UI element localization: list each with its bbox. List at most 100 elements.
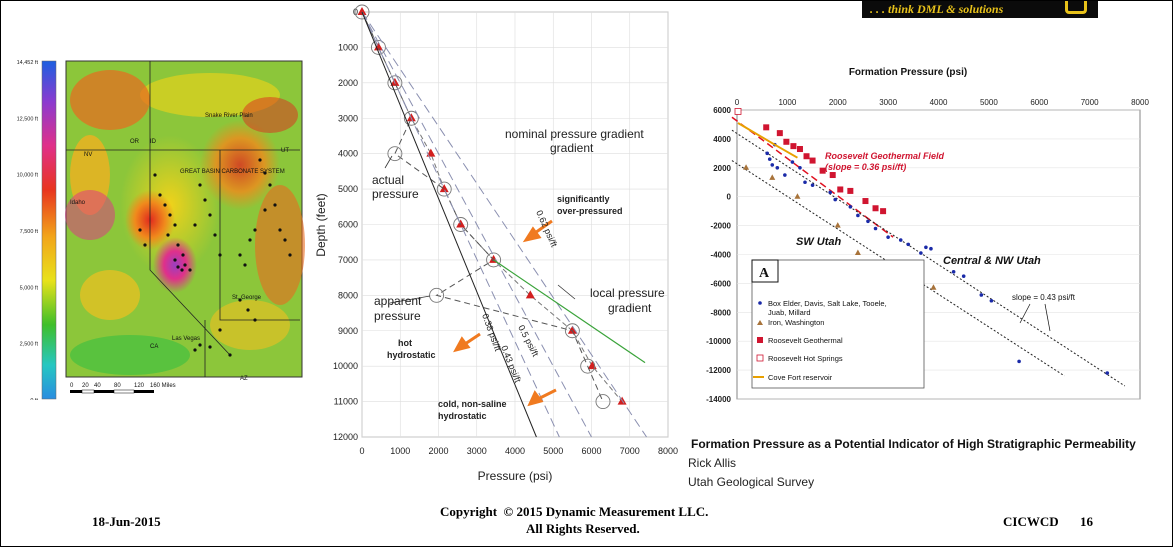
box-elder-point (873, 226, 878, 231)
gradient-line (361, 11, 647, 438)
x-tick-labels: 0 1000 2000 3000 4000 5000 6000 7000 8000 (735, 98, 1150, 107)
box-elder-point (828, 190, 832, 195)
roosevelt-geothermal-point (837, 186, 844, 193)
annotation-nominal-2: gradient (550, 141, 594, 155)
colorbar-label: 10,000 ft (17, 173, 39, 179)
colorbar-label: 12,500 ft (17, 116, 39, 122)
annotation-local-2: gradient (608, 301, 652, 315)
chart-annotations: Roosevelt Geothermal Field (slope = 0.36… (796, 151, 1076, 332)
logo-mark-icon (1065, 0, 1087, 14)
x-tick-label: 0 (359, 446, 364, 456)
map-well-dots (138, 158, 292, 357)
y-tick-labels: 6000 4000 2000 0 -2000 -4000 -6000 -8000 -10000 -… (706, 106, 731, 404)
y-tick-label: 12000 (333, 432, 358, 442)
roosevelt-geothermal-point (829, 172, 836, 179)
footer-date: 18-Jun-2015 (92, 514, 161, 529)
x-tick-label: 6000 (1030, 98, 1048, 107)
apparent-pressure-point (387, 75, 403, 91)
map-scale-label: 160 Miles (150, 383, 176, 389)
map-scale-label: 80 (114, 383, 121, 389)
roosevelt-geothermal-point (847, 187, 854, 194)
iron-washington-point (769, 174, 776, 180)
elevation-map: 14,452 ft 12,500 ft 10,000 ft 7,500 ft 5,000… (17, 60, 305, 400)
x-tick-label: 2000 (829, 98, 847, 107)
y-tick-label: 4000 (713, 135, 731, 144)
y-tick-label: 0 (727, 193, 732, 202)
y-tick-label: -8000 (711, 308, 732, 317)
roosevelt-geothermal-point (790, 143, 797, 150)
y-tick-label: 8000 (338, 290, 358, 300)
company-logo: . . . think DML & solutions (862, 0, 1098, 18)
box-elder-point (848, 205, 853, 209)
box-elder-point (898, 238, 903, 242)
annotation-sw-utah: SW Utah (796, 236, 842, 248)
box-elder-point (886, 235, 890, 239)
annotation-overpressured-1: significantly (557, 194, 610, 204)
footer-copyright-line2: All Rights Reserved. (526, 521, 640, 536)
x-tick-label: 2000 (428, 446, 448, 456)
roosevelt-geothermal-point (763, 124, 770, 131)
roosevelt-geothermal-point (819, 167, 826, 174)
x-tick-label: 5000 (980, 98, 998, 107)
map-region-labels: Snake River Plain OR ID GREAT BASIN CARBONA… (70, 113, 289, 382)
y-tick-label: -6000 (711, 279, 732, 288)
actual-pressure-point (439, 184, 449, 193)
y-tick-label: -14000 (706, 395, 731, 404)
iron-washington-point (834, 222, 841, 228)
caption-title: Formation Pressure as a Potential Indica… (691, 437, 1136, 451)
footer-copyright-line1: Copyright © 2015 Dynamic Measurement LLC… (440, 504, 709, 519)
map-boundaries (66, 61, 300, 377)
annotation-roosevelt-slope: (slope = 0.36 psi/ft) (825, 162, 906, 172)
legend-item-box-elder-1: Box Elder, Davis, Salt Lake, Tooele, (768, 299, 887, 308)
box-elder-point (919, 251, 923, 255)
annotation-hot-1: hot (398, 338, 412, 348)
y-tick-label: 0 (353, 7, 358, 17)
annotation-central-nw-utah: Central & NW Utah (943, 255, 1041, 267)
map-region-label: St. George (232, 295, 262, 301)
iron-washington-point (930, 284, 937, 290)
y-tick-label: 7000 (338, 255, 358, 265)
roosevelt-geothermal-point (880, 208, 887, 215)
y-tick-label: 2000 (338, 78, 358, 88)
map-region-label: UT (281, 148, 289, 154)
map-scale-label: 120 (134, 383, 145, 389)
y-tick-label: 11000 (334, 397, 358, 407)
box-elder-point (856, 213, 860, 218)
annotation-hot-2: hydrostatic (387, 350, 436, 360)
iron-washington-point (854, 249, 861, 256)
y-tick-label: 2000 (713, 164, 731, 173)
box-elder-point (833, 197, 838, 202)
local-gradient-line (493, 259, 646, 364)
logo-tagline: . . . think DML & solutions (870, 2, 1004, 16)
roosevelt-geothermal-point (796, 146, 803, 153)
box-elder-point (783, 173, 787, 177)
y-tick-label: 4000 (338, 149, 358, 159)
actual-pressure-point (567, 325, 577, 334)
box-elder-point (979, 293, 984, 297)
colorbar-label: 0 ft (30, 398, 38, 400)
annotation-local-1: local pressure (590, 286, 665, 300)
x-tick-label: 1000 (778, 98, 796, 107)
annotation-nominal-1: nominal pressure gradient (505, 127, 644, 141)
box-elder-point (924, 245, 928, 250)
legend-item-roosevelt-hot-springs: Roosevelt Hot Springs (768, 354, 843, 363)
map-scale-label: 40 (94, 383, 101, 389)
pressure-depth-chart: 0 1000 2000 3000 4000 5000 6000 7000 8000 0 1000 2… (314, 4, 678, 483)
actual-pressure-point (373, 42, 383, 51)
apparent-pressure-point (486, 252, 502, 268)
gradient-line-038 (361, 11, 537, 438)
y-tick-label: 6000 (713, 106, 731, 115)
box-elder-point (810, 183, 815, 187)
map-colorbar (41, 60, 57, 400)
box-elder-point (1105, 371, 1110, 375)
caption-org: Utah Geological Survey (688, 475, 815, 489)
annotation-roosevelt: Roosevelt Geothermal Field (825, 151, 945, 161)
apparent-pressure-point (354, 4, 370, 20)
annotation-arrows (453, 219, 557, 407)
x-tick-label: 4000 (505, 446, 525, 456)
y-axis-label: Depth (feet) (314, 193, 328, 256)
caption-author: Rick Allis (688, 456, 737, 470)
footer-page-number: 16 (1080, 514, 1093, 529)
x-tick-label: 3000 (467, 446, 487, 456)
box-elder-point (790, 160, 795, 164)
